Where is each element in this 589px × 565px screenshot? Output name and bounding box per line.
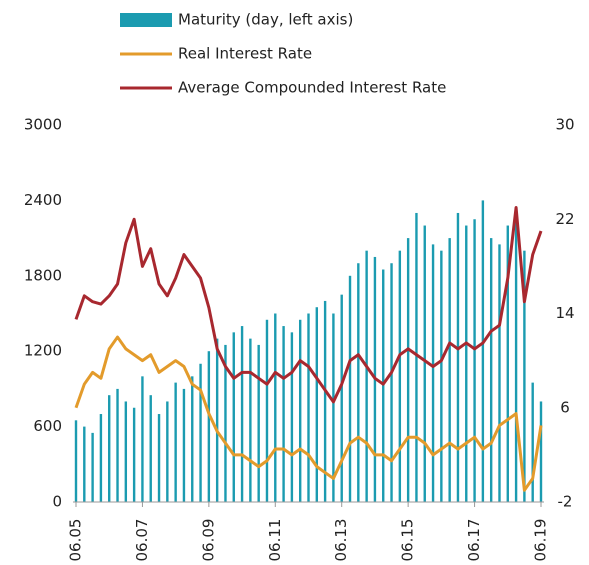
x-tick-label: 06.07 xyxy=(133,519,151,562)
bar xyxy=(348,275,352,502)
bar xyxy=(382,269,385,502)
bar xyxy=(108,395,111,502)
x-tick-label: 06.09 xyxy=(199,519,217,562)
bar xyxy=(523,250,526,502)
bar xyxy=(323,300,327,502)
bar xyxy=(290,332,294,502)
bar xyxy=(99,414,103,502)
bar xyxy=(157,414,161,502)
bar xyxy=(132,407,136,502)
y-tick-label: 3000 xyxy=(24,116,62,134)
bar xyxy=(332,313,335,502)
bar xyxy=(207,351,211,502)
bar xyxy=(240,326,244,502)
y-tick-label: 1800 xyxy=(24,266,62,284)
bar xyxy=(440,250,443,502)
bar xyxy=(174,382,177,502)
bar xyxy=(365,250,368,502)
y2-tick-label: 6 xyxy=(560,398,570,416)
x-tick-label: 06.17 xyxy=(465,519,483,562)
bar xyxy=(83,426,86,502)
bar xyxy=(406,238,410,502)
legend-label: Maturity (day, left axis) xyxy=(178,11,353,29)
legend-label: Average Compounded Interest Rate xyxy=(178,79,446,97)
bar xyxy=(265,319,269,502)
bar xyxy=(514,212,518,502)
bar xyxy=(191,376,194,502)
legend-swatch xyxy=(120,13,172,27)
bar xyxy=(315,307,319,502)
bar xyxy=(489,238,493,502)
bar xyxy=(473,219,476,502)
bar xyxy=(423,225,426,503)
y2-tick-label: 30 xyxy=(555,116,574,134)
bar xyxy=(232,332,235,502)
bar xyxy=(431,244,435,502)
bar xyxy=(249,338,252,502)
bar xyxy=(298,319,302,502)
bar xyxy=(398,250,402,502)
x-tick-label: 06.15 xyxy=(399,519,417,562)
bar xyxy=(91,432,94,502)
bar xyxy=(357,263,360,502)
bar xyxy=(539,401,543,502)
bar xyxy=(257,344,260,502)
bar xyxy=(307,313,310,502)
y2-tick-label: 14 xyxy=(555,304,574,322)
bar xyxy=(74,420,78,502)
y-tick-label: 600 xyxy=(33,417,62,435)
bar xyxy=(415,212,418,502)
y2-tick-label: 22 xyxy=(555,210,574,228)
bar xyxy=(149,395,152,502)
bar xyxy=(215,338,219,502)
x-tick-label: 06.19 xyxy=(532,519,550,562)
bar xyxy=(166,401,169,502)
bar xyxy=(124,401,128,502)
bar xyxy=(340,294,343,502)
bar xyxy=(116,388,119,502)
bar xyxy=(498,244,501,502)
bar xyxy=(448,238,451,502)
bar xyxy=(282,326,285,502)
bar xyxy=(182,388,186,502)
legend-label: Real Interest Rate xyxy=(178,45,312,63)
bar xyxy=(390,263,393,502)
y2-tick-label: -2 xyxy=(558,493,573,511)
bar xyxy=(531,382,534,502)
x-tick-label: 06.05 xyxy=(67,519,85,562)
y-tick-label: 2400 xyxy=(24,191,62,209)
bar xyxy=(199,363,202,502)
bar xyxy=(481,200,485,502)
bar xyxy=(274,313,277,502)
y-tick-label: 1200 xyxy=(24,342,62,360)
bar xyxy=(506,225,509,503)
x-tick-label: 06.13 xyxy=(332,519,350,562)
bar xyxy=(456,212,460,502)
line-series xyxy=(74,335,543,492)
x-tick-label: 06.11 xyxy=(266,519,284,562)
bar xyxy=(465,225,468,503)
bar xyxy=(224,344,227,502)
line-series xyxy=(74,205,543,404)
bar xyxy=(141,376,144,502)
y-tick-label: 0 xyxy=(52,493,62,511)
